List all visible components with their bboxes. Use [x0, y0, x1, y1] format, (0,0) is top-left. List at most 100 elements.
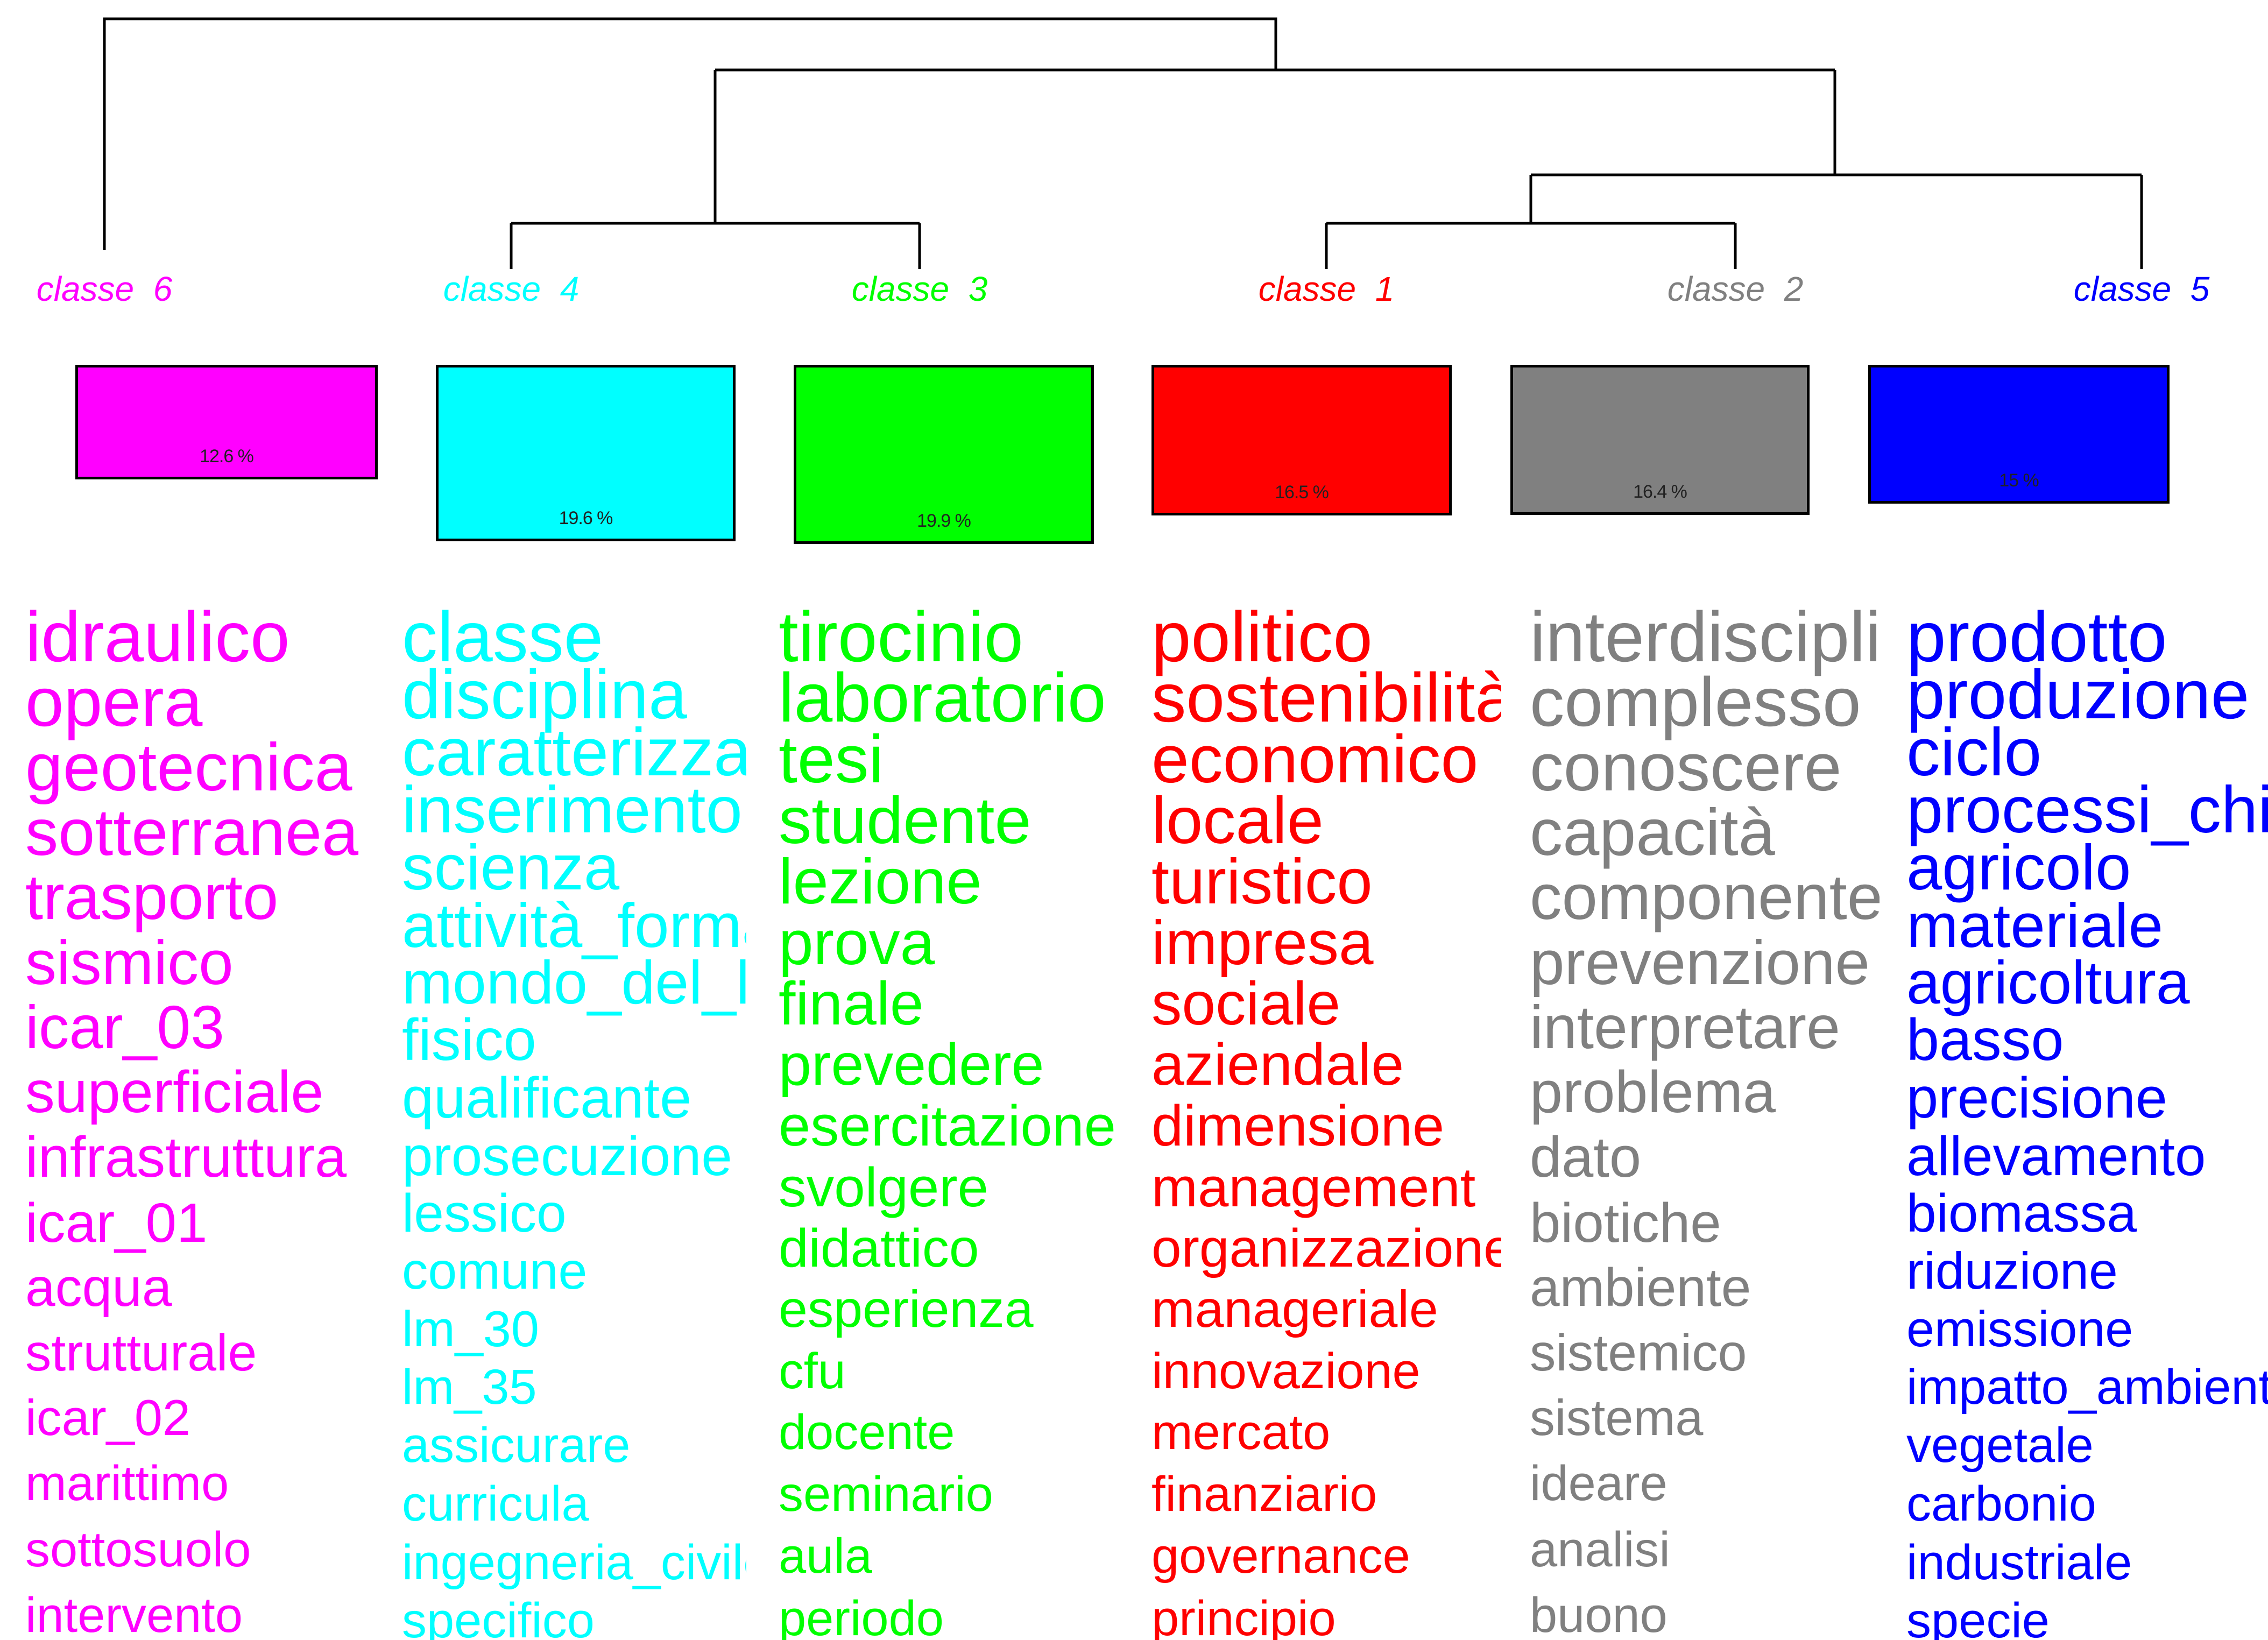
class-word: sotterranea — [25, 795, 359, 869]
word-list: idraulico opera geotecnica sotterranea trasp… — [25, 602, 370, 1640]
class-word: management — [1151, 1156, 1476, 1218]
class-word: finale — [779, 970, 924, 1038]
branch-c1-c2-split — [1325, 222, 1737, 269]
class-word: ambiente — [1530, 1257, 1751, 1318]
class-label-text: classe 6 — [36, 270, 173, 308]
class-percentage: 16.5 % — [1275, 482, 1329, 503]
class-word: emissione — [1906, 1300, 2133, 1357]
class-percentage-box: 19.9 % — [794, 365, 1094, 544]
class-label-text: classe 5 — [2073, 270, 2210, 308]
class-word: scienza — [402, 831, 620, 903]
branch-root — [103, 17, 1277, 250]
class-word: turistico — [1151, 845, 1373, 917]
class-percentage-box: 16.4 % — [1510, 365, 1810, 515]
class-word: prevedere — [779, 1031, 1044, 1098]
class-word: sottosuolo — [25, 1522, 251, 1577]
class-word: basso — [1906, 1007, 2064, 1073]
class-word: impatto_ambientale — [1906, 1359, 2268, 1415]
class-word: mondo_del_lavoro — [402, 949, 746, 1017]
class-word: prodotto — [1906, 602, 2167, 676]
branch-c4-c3-split — [510, 222, 921, 269]
class-word: industriale — [1906, 1535, 2132, 1590]
class-word: lessico — [402, 1183, 567, 1244]
class-word: lm_30 — [402, 1300, 539, 1357]
class-word: lezione — [779, 845, 982, 917]
class-word: impresa — [1151, 908, 1374, 978]
class-word: didattico — [779, 1218, 979, 1279]
class-word: opera — [25, 663, 203, 741]
class-word: capacità — [1530, 795, 1775, 869]
class-word: ideare — [1530, 1456, 1668, 1511]
class-label: classe 3 — [839, 269, 1000, 309]
class-word: cfu — [779, 1342, 846, 1399]
class-word: governance — [1151, 1529, 1410, 1584]
class-percentage-box: 15 % — [1868, 365, 2170, 504]
class-word: qualificante — [402, 1065, 692, 1130]
class-word: tirocinio — [779, 602, 1023, 676]
class-word: inserimento — [402, 773, 743, 847]
class-label: classe 2 — [1655, 269, 1816, 309]
class-word: finanziario — [1151, 1467, 1377, 1522]
class-word: prova — [779, 908, 935, 978]
class-word: agricolo — [1906, 831, 2131, 903]
class-word: lm_35 — [402, 1359, 537, 1415]
class-word: prosecuzione — [402, 1125, 732, 1187]
class-word: conoscere — [1530, 729, 1842, 805]
class-word: vegetale — [1906, 1418, 2094, 1473]
class-word: comune — [402, 1241, 588, 1300]
class-word: materiale — [1906, 890, 2164, 960]
class-word: allevamento — [1906, 1125, 2206, 1187]
class-word: processi_chimici — [1906, 773, 2268, 847]
class-word: specie — [1906, 1593, 2050, 1640]
class-word: infrastruttura — [25, 1125, 347, 1190]
class-word: marittimo — [25, 1456, 229, 1511]
class-word: intervento — [25, 1588, 243, 1640]
class-word: dato — [1530, 1125, 1642, 1190]
class-word: dimensione — [1151, 1093, 1445, 1158]
class-label-text: classe 2 — [1667, 270, 1804, 308]
class-word: docente — [779, 1404, 955, 1460]
class-word: agricoltura — [1906, 949, 2190, 1017]
class-word: carbonio — [1906, 1476, 2096, 1531]
class-word: precisione — [1906, 1065, 2167, 1130]
class-word: locale — [1151, 783, 1324, 857]
class-word: sismico — [25, 927, 234, 998]
class-word: attività_formativa — [402, 890, 746, 960]
class-word: sociale — [1151, 970, 1341, 1038]
class-word: ingegneria_civile — [402, 1535, 746, 1590]
class-label-text: classe 3 — [851, 270, 988, 308]
class-word: acqua — [25, 1257, 172, 1318]
word-list: tirocinio laboratorio tesi studente lezione p… — [779, 602, 1123, 1640]
class-word: idraulico — [25, 602, 290, 676]
class-percentage: 16.4 % — [1633, 482, 1687, 502]
word-list: politico sostenibilità economico locale turi… — [1151, 602, 1501, 1640]
class-word: principio — [1151, 1590, 1336, 1640]
word-list: interdisciplinarecomplessoconoscerecapac… — [1530, 602, 1880, 1640]
class-word: svolgere — [779, 1156, 989, 1218]
dendrogram-branches — [103, 17, 2143, 269]
class-percentage-box: 16.5 % — [1151, 365, 1452, 515]
class-percentage-box: 12.6 % — [75, 365, 378, 479]
class-word: specifico — [402, 1593, 595, 1640]
class-word: complesso — [1530, 663, 1861, 741]
class-word: sistema — [1530, 1389, 1704, 1446]
class-word: studente — [779, 783, 1031, 857]
class-word: caratterizzare — [402, 714, 746, 790]
class-word: sistemico — [1530, 1323, 1747, 1382]
class-word: icar_03 — [25, 993, 224, 1062]
class-label: classe 5 — [2061, 269, 2222, 309]
class-percentage: 19.9 % — [917, 511, 971, 531]
class-word: componente — [1530, 861, 1880, 934]
class-word: innovazione — [1151, 1342, 1421, 1399]
class-label: classe 1 — [1246, 269, 1407, 309]
class-word: prevenzione — [1530, 927, 1870, 998]
class-word: curricula — [402, 1476, 589, 1531]
class-word: fisico — [402, 1007, 536, 1073]
class-label: classe 6 — [24, 269, 185, 309]
class-percentage: 15 % — [1999, 470, 2039, 491]
class-word: organizzazione — [1151, 1218, 1501, 1279]
class-word: seminario — [779, 1467, 993, 1522]
class-word: classe — [402, 602, 604, 676]
class-word: assicurare — [402, 1418, 631, 1473]
